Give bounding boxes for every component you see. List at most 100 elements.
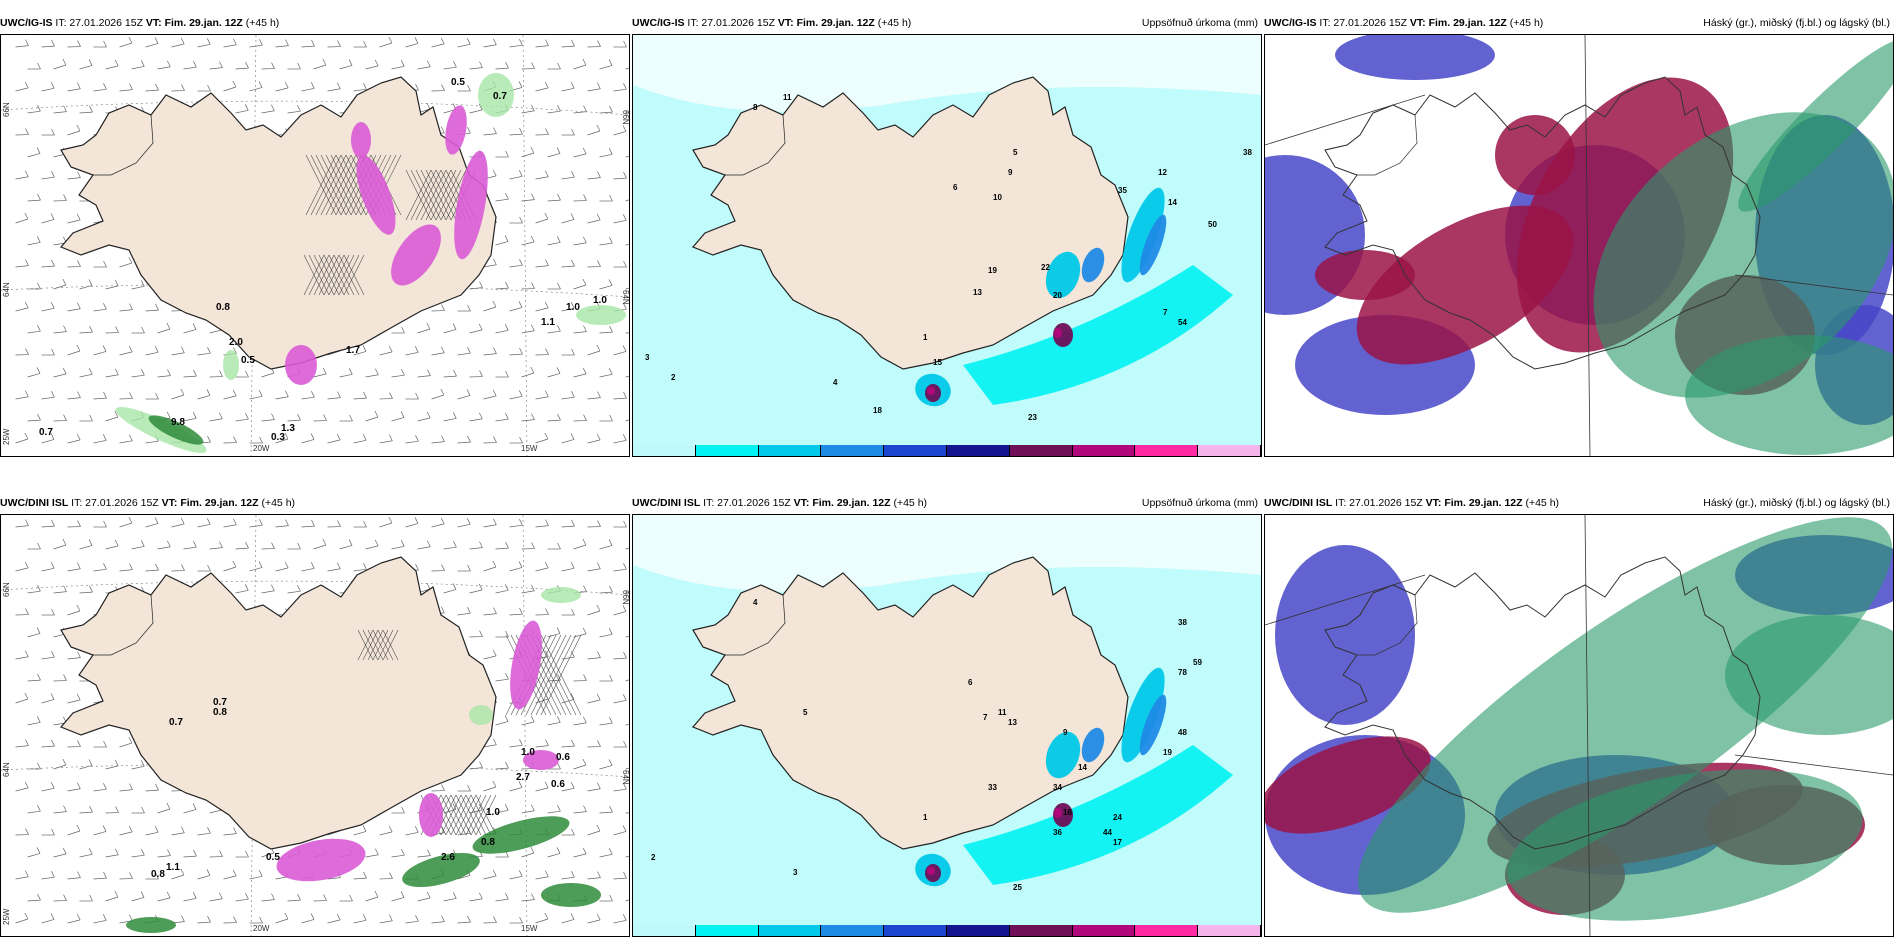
colorbar: 110255075100150200400 <box>633 445 1261 456</box>
precip-value-label: 36 <box>1053 828 1062 837</box>
westfjords-outline <box>1324 584 1418 656</box>
snow-area <box>356 155 396 235</box>
wind-value-label: 1.1 <box>541 317 555 328</box>
cloud-area <box>1495 115 1575 195</box>
precip-value-label: 15 <box>933 358 942 367</box>
precip-value-label: 50 <box>1208 220 1217 229</box>
rain-area <box>223 350 239 380</box>
colorbar-segment <box>1072 925 1136 936</box>
panel-title: Uppsöfnuð úrkoma (mm) <box>1141 497 1258 509</box>
wind-value-label: 0.3 <box>271 432 285 443</box>
precip-value-label: 44 <box>1103 828 1112 837</box>
cloud-cover-map[interactable] <box>1264 34 1894 457</box>
precip-value-label: 2 <box>651 853 656 862</box>
precip-value-label: 11 <box>783 93 792 102</box>
westfjords-outline <box>692 584 786 656</box>
graticule <box>1265 35 1893 456</box>
panel-header: UWC/IG-IS IT: 27.01.2026 15Z VT: Fim. 29… <box>0 17 280 29</box>
cloud-area <box>1356 205 1574 365</box>
precip-value-label: 18 <box>873 406 882 415</box>
precip-value-label: 9 <box>1063 728 1068 737</box>
precip-area <box>1081 727 1105 763</box>
lon-label: 20W <box>253 924 270 933</box>
precip-value-label: 11 <box>998 708 1007 717</box>
colorbar-segment <box>884 925 947 936</box>
snow-area <box>445 105 467 155</box>
accumulated-precip-map[interactable]: 1 2 3 4 5 6 7 9 11 13 14 16 17 19 24 25 33 34 36 38 44 48 59 78… <box>632 514 1262 937</box>
wind-value-label: 1.0 <box>521 747 535 758</box>
colorbar-segment <box>633 925 696 936</box>
precip-value-label: 38 <box>1178 618 1187 627</box>
precip-value-label: 59 <box>1193 658 1202 667</box>
precip-area <box>1045 251 1081 299</box>
panel-ig-wind: UWC/IG-IS IT: 27.01.2026 15Z VT: Fim. 29… <box>0 12 630 457</box>
precip-value-label: 17 <box>1113 838 1122 847</box>
colorbar-segment <box>1009 925 1073 936</box>
precip-value-label: 54 <box>1178 318 1187 327</box>
snow-hatch <box>405 169 477 221</box>
wind-value-label: 0.7 <box>213 697 227 708</box>
snow-area <box>285 345 317 385</box>
wind-value-label: 0.6 <box>556 752 570 763</box>
lat-label: 64N <box>621 770 629 785</box>
colorbar-segment <box>758 925 822 936</box>
wind-value-label: 0.6 <box>551 779 565 790</box>
graticule <box>1265 515 1893 936</box>
snow-area <box>276 838 366 882</box>
snow-area <box>523 750 559 770</box>
wind-precip-map[interactable]: 0.7 0.8 0.7 1.1 0.8 0.5 0.6 1.0 2.6 0.8 1.0 0.6 2.7 2… <box>0 514 630 937</box>
precip-value-label: 14 <box>1168 198 1177 207</box>
lat-label: 25W <box>2 428 11 445</box>
lon-label: 15W <box>521 924 538 933</box>
colorbar-segment <box>884 445 947 456</box>
cloud-area <box>1265 736 1431 834</box>
snow-hatch <box>303 254 365 296</box>
colorbar-segment <box>633 445 696 456</box>
cloud-cover-map[interactable] <box>1264 514 1894 937</box>
cloud-area <box>1315 250 1415 300</box>
lat-label: 66N <box>621 110 629 125</box>
precip-value-label: 23 <box>1028 413 1037 422</box>
precip-value-label: 2 <box>671 373 676 382</box>
colorbar-segment <box>947 445 1010 456</box>
lat-label: 25W <box>2 908 11 925</box>
cloud-area <box>1593 112 1893 398</box>
wind-value-label: 2.0 <box>229 337 243 348</box>
snow-hatch <box>357 629 399 661</box>
precip-area <box>1045 731 1081 779</box>
rain-area <box>148 415 204 445</box>
wind-value-label: 1.0 <box>566 302 580 313</box>
colorbar-segment <box>821 445 885 456</box>
precip-value-label: 5 <box>1013 148 1018 157</box>
rain-area <box>541 587 581 603</box>
precip-value-label: 10 <box>993 193 1002 202</box>
precip-value-label: 38 <box>1243 148 1252 157</box>
wind-value-label: 0.8 <box>151 869 165 880</box>
precip-max <box>927 387 935 395</box>
precip-max <box>927 867 935 875</box>
precip-value-label: 13 <box>1008 718 1017 727</box>
precip-value-label: 3 <box>793 868 798 877</box>
precip-max <box>1054 328 1062 338</box>
value-labels: 0.70.80.71.10.80.50.61.02.60.81.00.62.7 <box>151 697 570 880</box>
precip-value-label: 12 <box>1158 168 1167 177</box>
panel-header: UWC/DINI ISL IT: 27.01.2026 15Z VT: Fim.… <box>632 492 1262 514</box>
panel-title: Háský (gr.), miðský (fj.bl.) og lágský (… <box>1703 17 1890 29</box>
wind-value-label: 1.3 <box>281 423 295 434</box>
value-labels: 0.5 0.7 0.8 2.0 0.5 1.7 1.0 1.1 0.7 0.31.3 9.8 1.0 <box>39 77 607 443</box>
snow-area <box>510 620 542 710</box>
precip-area <box>1121 667 1165 763</box>
panel-header: UWC/DINI ISL IT: 27.01.2026 15Z VT: Fim.… <box>1264 492 1894 514</box>
precip-value-label: 9 <box>1008 168 1013 177</box>
precip-value-label: 7 <box>983 713 988 722</box>
cloud-area <box>1685 335 1893 455</box>
wind-precip-map[interactable]: 0.5 0.7 0.8 2.0 0.5 1.7 1.0 1.1 0.7 0.3 1.3 9.8 1.0 2… <box>0 34 630 457</box>
wind-value-label: 0.5 <box>241 355 255 366</box>
precip-value-label: 16 <box>1063 808 1072 817</box>
wind-value-label: 2.7 <box>516 772 530 783</box>
precip-value-label: 3 <box>645 353 650 362</box>
accumulated-precip-map[interactable]: 1 2 3 4 5 6 8 10 11 13 15 18 19 20 22 23 35 38 50 54 9 7 12 14 … <box>632 34 1262 457</box>
precip-value-label: 14 <box>1078 763 1087 772</box>
panel-ig-precip: UWC/IG-IS IT: 27.01.2026 15Z VT: Fim. 29… <box>632 12 1262 457</box>
